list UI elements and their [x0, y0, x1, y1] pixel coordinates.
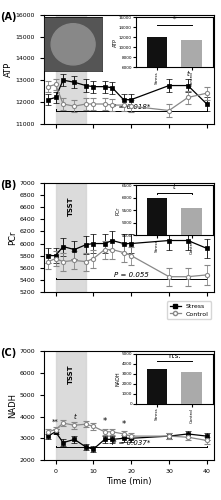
Bar	[55, 352, 86, 460]
Text: t: t	[62, 66, 65, 72]
Text: TSST: TSST	[68, 364, 74, 384]
Y-axis label: ATP: ATP	[4, 62, 13, 77]
Text: P = 0.055: P = 0.055	[114, 272, 149, 278]
Text: P = 0.018*: P = 0.018*	[112, 104, 150, 110]
X-axis label: Time (min): Time (min)	[107, 477, 152, 486]
Text: TSST: TSST	[68, 196, 74, 216]
Text: *: *	[205, 228, 209, 236]
Text: *: *	[103, 418, 107, 426]
Bar	[55, 15, 86, 124]
Text: (A): (A)	[0, 12, 16, 22]
Y-axis label: PCr: PCr	[8, 230, 17, 245]
Y-axis label: NADH: NADH	[8, 393, 17, 418]
Text: (C): (C)	[0, 348, 16, 358]
Text: TSST: TSST	[68, 28, 74, 48]
Text: P = 0.037*: P = 0.037*	[112, 440, 150, 446]
Bar	[55, 183, 86, 292]
Text: *: *	[122, 420, 126, 428]
Text: (B): (B)	[0, 180, 16, 190]
Text: **: **	[52, 419, 59, 425]
Text: t: t	[187, 72, 189, 78]
Text: t: t	[73, 414, 76, 420]
Text: *: *	[167, 220, 171, 230]
Legend: Stress, Control: Stress, Control	[167, 302, 211, 319]
